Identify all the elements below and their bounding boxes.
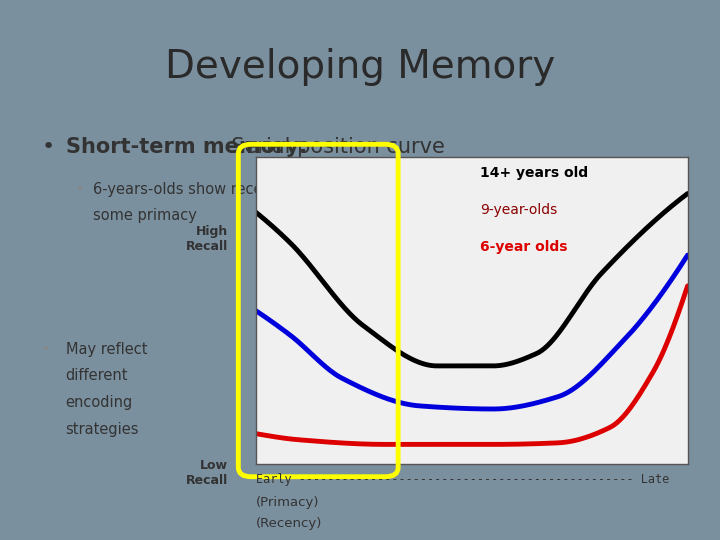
Text: encoding: encoding <box>66 395 133 410</box>
Text: •: • <box>42 137 55 157</box>
Text: •: • <box>76 181 84 195</box>
Text: some primacy: some primacy <box>93 208 197 224</box>
Text: Short-term memory:: Short-term memory: <box>66 137 307 157</box>
Text: 9-year-olds: 9-year-olds <box>480 203 557 217</box>
Text: 6-year olds: 6-year olds <box>480 240 568 254</box>
Text: Serial position curve: Serial position curve <box>218 137 445 157</box>
Text: •: • <box>42 342 50 356</box>
Text: (Recency): (Recency) <box>256 517 322 530</box>
Text: (Primacy): (Primacy) <box>256 496 319 509</box>
Text: High
Recall: High Recall <box>186 225 228 253</box>
Text: strategies: strategies <box>66 422 139 437</box>
Text: different: different <box>66 368 128 383</box>
Text: Early ----------------------------------------------- Late: Early ----------------------------------… <box>256 472 669 485</box>
Text: 14+ years old: 14+ years old <box>480 166 588 180</box>
Text: Low
Recall: Low Recall <box>186 458 228 487</box>
Text: Developing Memory: Developing Memory <box>165 49 555 86</box>
Text: May reflect: May reflect <box>66 342 147 357</box>
Text: 6-years-olds show recency but not primacy, 9-year-olds show: 6-years-olds show recency but not primac… <box>93 181 544 197</box>
